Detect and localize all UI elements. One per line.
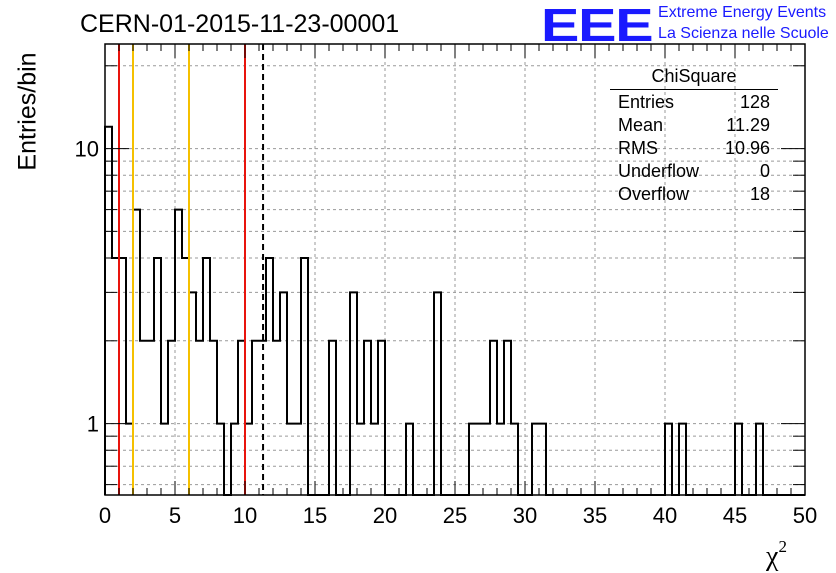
- stats-label: RMS: [618, 138, 658, 158]
- stats-row-mean: Mean 11.29: [610, 115, 778, 138]
- eee-logo: EEE Extreme Energy Events La Scienza nel…: [541, 2, 829, 48]
- stats-row-overflow: Overflow 18: [610, 184, 778, 207]
- x-tick-label: 50: [793, 503, 817, 528]
- stats-value: 10.96: [724, 138, 770, 158]
- stats-value: 18: [749, 184, 770, 204]
- x-tick-label: 45: [723, 503, 747, 528]
- stats-box: ChiSquare Entries 128 Mean 11.29 RMS 10.…: [610, 66, 778, 207]
- stats-label: Entries: [618, 92, 675, 112]
- stats-label: Overflow: [618, 184, 690, 204]
- stats-label: Underflow: [618, 161, 700, 181]
- stats-title: ChiSquare: [610, 66, 778, 90]
- grid-lines: [105, 44, 805, 495]
- x-axis-label: χ2: [766, 537, 787, 573]
- stats-row-rms: RMS 10.96: [610, 138, 778, 161]
- stats-value: 128: [739, 92, 770, 112]
- stats-label: Mean: [618, 115, 664, 135]
- logo-line-2: La Scienza nelle Scuole: [658, 25, 829, 42]
- stats-value: 11.29: [726, 115, 770, 135]
- reference-lines: [118, 44, 265, 495]
- y-tick-label: 1: [87, 412, 99, 437]
- x-tick-label: 40: [653, 503, 677, 528]
- axis-ticks: [104, 44, 806, 495]
- logo-line-1: Extreme Energy Events: [658, 4, 827, 21]
- tick-labels: 0 5 10 15 20 25 30 35 40 45 50 1 10: [75, 137, 818, 528]
- x-tick-label: 30: [513, 503, 537, 528]
- x-tick-label: 20: [373, 503, 397, 528]
- y-tick-label: 10: [75, 137, 99, 162]
- x-tick-label: 15: [303, 503, 327, 528]
- x-tick-label: 0: [99, 503, 111, 528]
- logo-mark: EEE: [541, 0, 654, 51]
- stats-row-entries: Entries 128: [610, 92, 778, 115]
- x-axis-label-main: χ: [766, 541, 779, 572]
- x-tick-label: 10: [233, 503, 257, 528]
- x-axis-label-sup: 2: [778, 537, 787, 556]
- y-axis-label: Entries/bin: [13, 52, 42, 171]
- x-tick-label: 35: [583, 503, 607, 528]
- logo-text: Extreme Energy Events La Scienza nelle S…: [658, 2, 829, 44]
- stats-value: 0: [759, 161, 770, 181]
- x-tick-label: 5: [169, 503, 181, 528]
- run-title: CERN-01-2015-11-23-00001: [80, 10, 400, 38]
- x-tick-label: 25: [443, 503, 467, 528]
- stats-row-underflow: Underflow 0: [610, 161, 778, 184]
